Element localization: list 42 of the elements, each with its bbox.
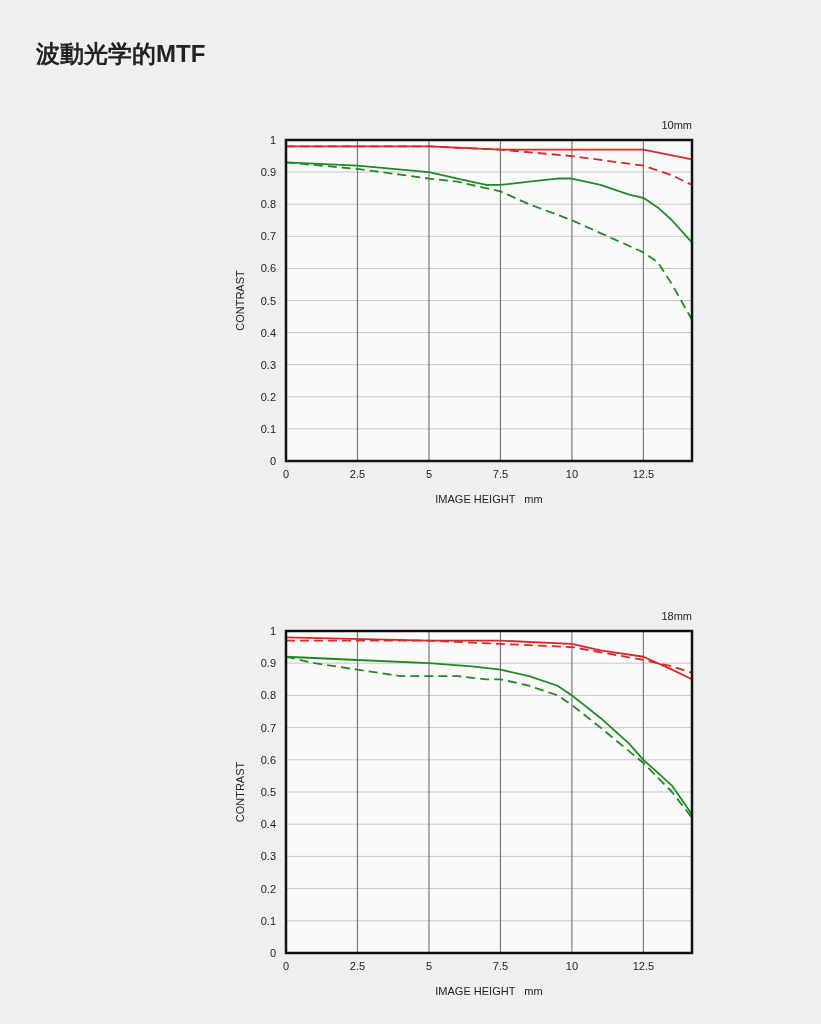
chart-title: 波動光学的MTF	[35, 40, 206, 67]
x-tick-label: 5	[425, 960, 433, 972]
chart-subtitle: 18mm	[661, 610, 692, 622]
y-tick-label: 0.6	[260, 753, 276, 766]
chart-subtitle: 10mm	[661, 119, 692, 131]
y-tick-label: 0.2	[260, 390, 276, 403]
x-tick-label: 12.5	[632, 960, 655, 972]
y-axis-title: CONTRAST	[234, 761, 246, 823]
y-tick-label: 0	[269, 455, 276, 467]
y-tick-label: 0.4	[260, 818, 276, 831]
y-tick-label: 0.3	[260, 358, 276, 371]
y-tick-label: 0	[269, 947, 276, 959]
x-tick-label: 12.5	[632, 468, 655, 480]
y-tick-label: 0.7	[260, 230, 276, 243]
y-tick-label: 1	[269, 134, 276, 146]
y-tick-label: 0.1	[260, 422, 276, 435]
x-tick-label: 2.5	[349, 960, 366, 972]
x-tick-label: 10	[565, 960, 579, 972]
y-tick-label: 0.2	[260, 882, 276, 895]
x-tick-label: 5	[425, 468, 433, 480]
x-tick-label: 7.5	[492, 960, 509, 972]
y-tick-label: 1	[269, 625, 276, 637]
x-tick-label: 0	[282, 468, 290, 480]
y-tick-label: 0.7	[260, 721, 276, 734]
line-series	[285, 636, 693, 681]
y-tick-label: 0.9	[260, 657, 276, 670]
x-tick-label: 2.5	[349, 468, 366, 480]
x-axis-title: IMAGE HEIGHT mm	[435, 493, 543, 505]
x-tick-label: 7.5	[492, 468, 509, 480]
y-tick-label: 0.6	[260, 262, 276, 275]
y-tick-label: 0.5	[260, 294, 276, 307]
y-tick-label: 0.9	[260, 166, 276, 179]
x-tick-label: 10	[565, 468, 579, 480]
x-tick-label: 0	[282, 960, 290, 972]
y-tick-label: 0.3	[260, 850, 276, 863]
y-tick-label: 0.4	[260, 326, 276, 339]
y-tick-label: 0.1	[260, 914, 276, 927]
y-tick-label: 0.8	[260, 689, 276, 702]
y-axis-title: CONTRAST	[234, 269, 246, 331]
x-axis-title: IMAGE HEIGHT mm	[435, 985, 543, 997]
y-tick-label: 0.8	[260, 198, 276, 211]
y-tick-label: 0.5	[260, 786, 276, 798]
